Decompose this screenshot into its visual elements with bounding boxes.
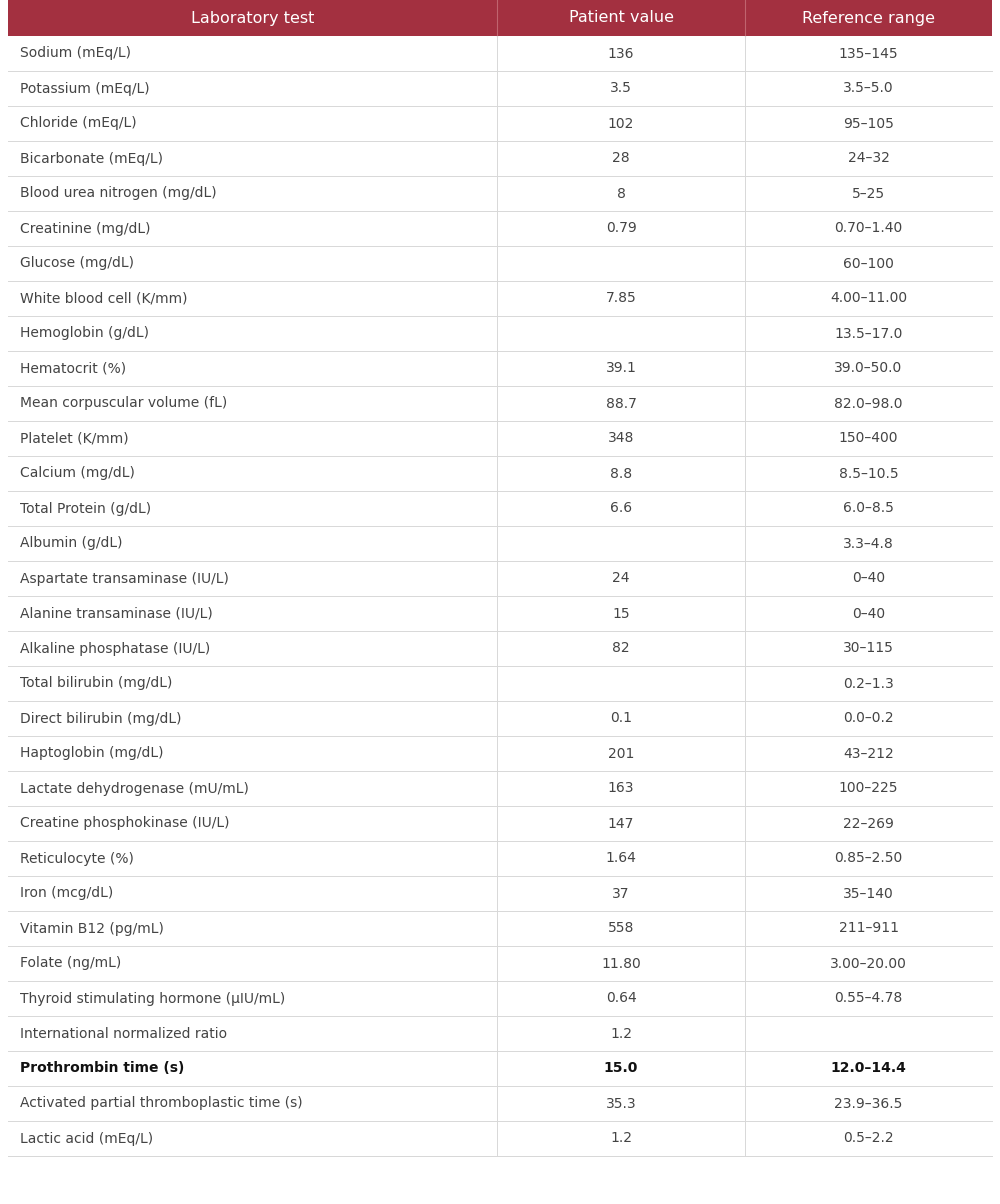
Text: 8.8: 8.8 [610,466,632,480]
Text: Alanine transaminase (IU/L): Alanine transaminase (IU/L) [20,607,213,620]
Text: Creatine phosphokinase (IU/L): Creatine phosphokinase (IU/L) [20,816,230,831]
Text: 43–212: 43–212 [843,746,894,761]
Text: Lactate dehydrogenase (mU/mL): Lactate dehydrogenase (mU/mL) [20,781,249,796]
Text: Thyroid stimulating hormone (μIU/mL): Thyroid stimulating hormone (μIU/mL) [20,992,285,1005]
Text: Total Protein (g/dL): Total Protein (g/dL) [20,502,151,515]
Text: 23.9–36.5: 23.9–36.5 [834,1097,903,1110]
Text: Glucose (mg/dL): Glucose (mg/dL) [20,256,134,271]
Text: Patient value: Patient value [569,11,674,25]
Text: 136: 136 [608,47,634,60]
Text: Platelet (K/mm): Platelet (K/mm) [20,431,129,445]
Text: Albumin (g/dL): Albumin (g/dL) [20,537,122,550]
Text: 0.79: 0.79 [606,222,636,236]
Text: White blood cell (K/mm): White blood cell (K/mm) [20,291,188,306]
Text: Folate (ng/mL): Folate (ng/mL) [20,956,121,970]
Text: 4.00–11.00: 4.00–11.00 [830,291,907,306]
Text: 0.2–1.3: 0.2–1.3 [843,677,894,691]
Text: Direct bilirubin (mg/dL): Direct bilirubin (mg/dL) [20,712,182,726]
Text: Chloride (mEq/L): Chloride (mEq/L) [20,117,137,130]
Text: 558: 558 [608,921,634,936]
Text: 82.0–98.0: 82.0–98.0 [834,396,903,411]
Text: 0–40: 0–40 [852,572,885,585]
Text: 163: 163 [608,781,634,796]
Text: 24: 24 [612,572,630,585]
Text: Blood urea nitrogen (mg/dL): Blood urea nitrogen (mg/dL) [20,187,217,201]
Text: Lactic acid (mEq/L): Lactic acid (mEq/L) [20,1132,153,1145]
Text: 102: 102 [608,117,634,130]
Text: 1.2: 1.2 [610,1132,632,1145]
Text: 95–105: 95–105 [843,117,894,130]
Bar [8,0,992,36]
Text: Mean corpuscular volume (fL): Mean corpuscular volume (fL) [20,396,227,411]
Text: 8.5–10.5: 8.5–10.5 [839,466,898,480]
Text: 8: 8 [617,187,625,201]
Text: 147: 147 [608,816,634,831]
Text: Activated partial thromboplastic time (s): Activated partial thromboplastic time (s… [20,1097,303,1110]
Text: 3.5–5.0: 3.5–5.0 [843,82,894,95]
Text: Sodium (mEq/L): Sodium (mEq/L) [20,47,131,60]
Text: 22–269: 22–269 [843,816,894,831]
Text: 3.00–20.00: 3.00–20.00 [830,956,907,970]
Text: Reticulocyte (%): Reticulocyte (%) [20,851,134,866]
Text: 37: 37 [612,886,630,901]
Text: 15: 15 [612,607,630,620]
Text: 0–40: 0–40 [852,607,885,620]
Text: 39.1: 39.1 [606,361,636,376]
Text: 3.5: 3.5 [610,82,632,95]
Text: 13.5–17.0: 13.5–17.0 [834,326,903,341]
Text: International normalized ratio: International normalized ratio [20,1027,227,1040]
Text: 30–115: 30–115 [843,642,894,655]
Text: 201: 201 [608,746,634,761]
Text: 1.2: 1.2 [610,1027,632,1040]
Text: 6.6: 6.6 [610,502,632,515]
Text: Hemoglobin (g/dL): Hemoglobin (g/dL) [20,326,149,341]
Text: 0.70–1.40: 0.70–1.40 [834,222,903,236]
Text: 60–100: 60–100 [843,256,894,271]
Text: 135–145: 135–145 [839,47,898,60]
Text: Calcium (mg/dL): Calcium (mg/dL) [20,466,135,480]
Text: 0.0–0.2: 0.0–0.2 [843,712,894,726]
Text: 35–140: 35–140 [843,886,894,901]
Text: Laboratory test: Laboratory test [191,11,314,25]
Text: 3.3–4.8: 3.3–4.8 [843,537,894,550]
Text: 211–911: 211–911 [839,921,899,936]
Text: Alkaline phosphatase (IU/L): Alkaline phosphatase (IU/L) [20,642,210,655]
Text: 0.1: 0.1 [610,712,632,726]
Text: Prothrombin time (s): Prothrombin time (s) [20,1062,184,1075]
Text: 348: 348 [608,431,634,445]
Text: Bicarbonate (mEq/L): Bicarbonate (mEq/L) [20,152,163,165]
Text: Haptoglobin (mg/dL): Haptoglobin (mg/dL) [20,746,164,761]
Text: 0.55–4.78: 0.55–4.78 [834,992,903,1005]
Text: 0.64: 0.64 [606,992,636,1005]
Text: Iron (mcg/dL): Iron (mcg/dL) [20,886,113,901]
Text: Hematocrit (%): Hematocrit (%) [20,361,126,376]
Text: 82: 82 [612,642,630,655]
Text: 0.85–2.50: 0.85–2.50 [834,851,903,866]
Text: 1.64: 1.64 [606,851,636,866]
Text: 5–25: 5–25 [852,187,885,201]
Text: 35.3: 35.3 [606,1097,636,1110]
Text: Aspartate transaminase (IU/L): Aspartate transaminase (IU/L) [20,572,229,585]
Text: 88.7: 88.7 [606,396,636,411]
Text: 6.0–8.5: 6.0–8.5 [843,502,894,515]
Text: Potassium (mEq/L): Potassium (mEq/L) [20,82,150,95]
Text: 24–32: 24–32 [848,152,889,165]
Text: 15.0: 15.0 [604,1062,638,1075]
Text: 0.5–2.2: 0.5–2.2 [843,1132,894,1145]
Text: 11.80: 11.80 [601,956,641,970]
Text: Total bilirubin (mg/dL): Total bilirubin (mg/dL) [20,677,172,691]
Text: Reference range: Reference range [802,11,935,25]
Text: Vitamin B12 (pg/mL): Vitamin B12 (pg/mL) [20,921,164,936]
Text: 39.0–50.0: 39.0–50.0 [834,361,903,376]
Text: 12.0–14.4: 12.0–14.4 [831,1062,906,1075]
Text: 7.85: 7.85 [606,291,636,306]
Text: 28: 28 [612,152,630,165]
Text: Creatinine (mg/dL): Creatinine (mg/dL) [20,222,150,236]
Text: 150–400: 150–400 [839,431,898,445]
Text: 100–225: 100–225 [839,781,898,796]
